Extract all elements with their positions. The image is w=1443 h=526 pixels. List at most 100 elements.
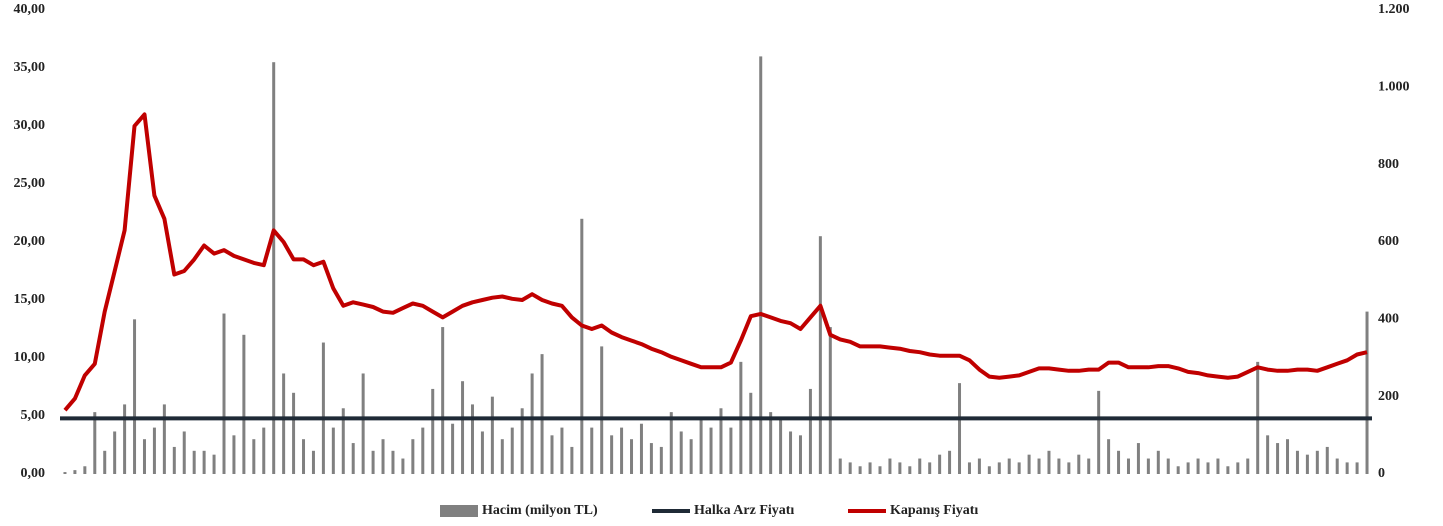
volume-bar xyxy=(967,462,971,474)
y-tick-label: 15,00 xyxy=(14,292,46,307)
volume-bar xyxy=(828,327,832,474)
y-tick-label: 35,00 xyxy=(14,60,46,75)
y2-tick-label: 1.200 xyxy=(1378,2,1410,17)
volume-bar xyxy=(93,412,97,474)
y-tick-label: 10,00 xyxy=(14,350,46,365)
volume-bar xyxy=(1246,458,1250,474)
volume-bar xyxy=(928,462,932,474)
volume-bar xyxy=(461,381,465,474)
volume-bar xyxy=(938,454,942,474)
volume-bar xyxy=(838,458,842,474)
volume-bar xyxy=(1136,443,1140,474)
volume-bar xyxy=(282,373,286,474)
volume-bar xyxy=(242,334,246,474)
volume-bar xyxy=(550,435,554,474)
volume-bar xyxy=(888,458,892,474)
volume-bar xyxy=(202,450,206,474)
volume-bar xyxy=(1007,458,1011,474)
y2-tick-label: 200 xyxy=(1378,389,1399,404)
volume-bar xyxy=(421,427,425,474)
volume-bar xyxy=(540,354,544,474)
volume-bar xyxy=(73,470,77,474)
y2-tick-label: 600 xyxy=(1378,234,1399,249)
volume-bar xyxy=(1315,450,1319,474)
volume-bar xyxy=(1017,462,1021,474)
y-tick-label: 20,00 xyxy=(14,234,46,249)
volume-bar xyxy=(520,408,524,474)
volume-bar xyxy=(977,458,981,474)
volume-bar xyxy=(1087,458,1091,474)
volume-bar xyxy=(818,236,822,474)
volume-bar xyxy=(560,427,564,474)
legend-label: Kapanış Fiyatı xyxy=(890,503,978,518)
volume-bar xyxy=(252,439,256,474)
volume-bar xyxy=(1146,458,1150,474)
volume-bar xyxy=(262,427,266,474)
volume-bar xyxy=(1276,443,1280,474)
volume-bar xyxy=(997,462,1001,474)
volume-bar xyxy=(182,431,186,474)
volume-bar xyxy=(1355,462,1359,474)
volume-bar xyxy=(898,462,902,474)
volume-bar xyxy=(649,443,653,474)
volume-bar xyxy=(1295,450,1299,474)
volume-bar xyxy=(1156,450,1160,474)
volume-bar xyxy=(83,466,87,474)
volume-bar xyxy=(401,458,405,474)
y2-tick-label: 800 xyxy=(1378,157,1399,172)
volume-bar xyxy=(1117,450,1121,474)
y-tick-label: 40,00 xyxy=(14,2,46,17)
volume-bar xyxy=(381,439,385,474)
volume-bar xyxy=(103,450,107,474)
y-tick-label: 5,00 xyxy=(21,408,46,423)
volume-bar xyxy=(470,404,474,474)
volume-bar xyxy=(709,427,713,474)
volume-bar xyxy=(987,466,991,474)
volume-bar xyxy=(620,427,624,474)
y2-tick-label: 1.000 xyxy=(1378,80,1410,95)
volume-bar xyxy=(222,313,226,474)
volume-bar xyxy=(1236,462,1240,474)
volume-bar xyxy=(848,462,852,474)
volume-bar xyxy=(162,404,166,474)
y2-tick-label: 0 xyxy=(1378,466,1385,481)
volume-bar xyxy=(639,423,643,474)
volume-bar xyxy=(530,373,534,474)
volume-bar xyxy=(600,346,604,474)
volume-bar xyxy=(1107,439,1111,474)
volume-bar xyxy=(331,427,335,474)
volume-bar xyxy=(1365,311,1369,474)
volume-bar xyxy=(719,408,723,474)
volume-bar xyxy=(480,431,484,474)
volume-bar xyxy=(908,466,912,474)
volume-bar xyxy=(610,435,614,474)
volume-bar xyxy=(630,439,634,474)
y-tick-label: 0,00 xyxy=(21,466,46,481)
volume-bar xyxy=(321,342,325,474)
volume-bar xyxy=(63,472,67,474)
y-tick-label: 30,00 xyxy=(14,118,46,133)
volume-bar xyxy=(669,412,673,474)
volume-bar xyxy=(1196,458,1200,474)
volume-bar xyxy=(431,388,435,474)
volume-bar xyxy=(798,435,802,474)
volume-bar xyxy=(1206,462,1210,474)
volume-bar xyxy=(1097,390,1101,474)
volume-bar xyxy=(361,373,365,474)
volume-bar xyxy=(1126,458,1130,474)
volume-bar xyxy=(411,439,415,474)
volume-bar xyxy=(1166,458,1170,474)
volume-bar xyxy=(1325,446,1329,474)
volume-bar xyxy=(272,62,276,474)
volume-bar xyxy=(958,383,962,474)
volume-bar xyxy=(1077,454,1081,474)
volume-bar xyxy=(808,388,812,474)
volume-bar xyxy=(510,427,514,474)
volume-bar xyxy=(659,446,663,474)
volume-bar xyxy=(113,431,117,474)
volume-bar xyxy=(699,419,703,474)
volume-bar xyxy=(311,450,315,474)
volume-bar xyxy=(590,427,594,474)
volume-bar xyxy=(789,431,793,474)
price-line xyxy=(63,112,1368,412)
